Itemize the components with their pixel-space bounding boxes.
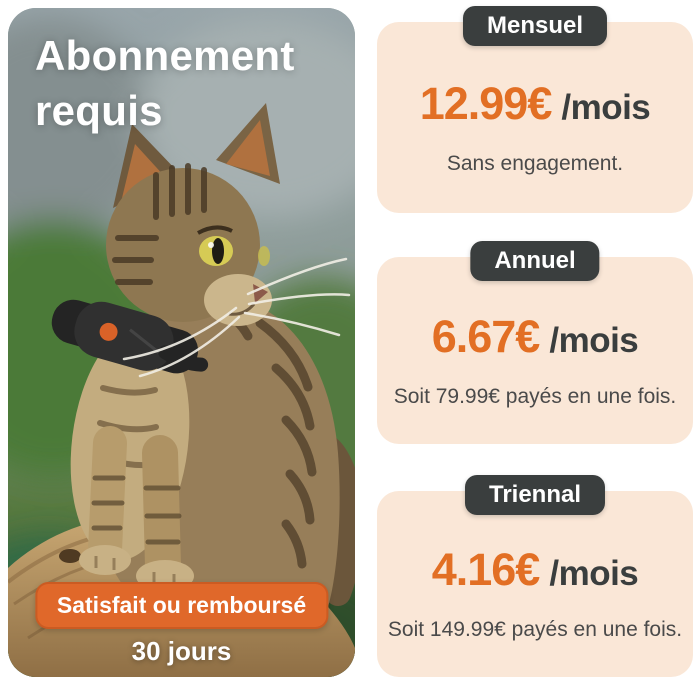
plan-card-mensuel[interactable]: Mensuel 12.99€ /mois Sans engagement.	[377, 6, 693, 213]
plan-price-suffix: /mois	[549, 554, 639, 593]
guarantee-button[interactable]: Satisfait ou remboursé	[34, 582, 329, 629]
plan-price-suffix: /mois	[549, 320, 639, 360]
plan-price: 4.16€	[431, 544, 541, 595]
plan-note: Soit 149.99€ payés en une fois.	[387, 618, 683, 641]
plan-price-suffix: /mois	[561, 87, 651, 127]
price-row: 4.16€ /mois	[432, 544, 639, 596]
guarantee-duration-label: 30 jours	[131, 636, 232, 666]
page-title: Abonnement requis	[35, 32, 295, 135]
plan-badge: Mensuel	[462, 6, 608, 46]
plan-card-triennal[interactable]: Triennal 4.16€ /mois Soit 149.99€ payés …	[377, 475, 693, 677]
plan-price: 6.67€	[431, 310, 541, 362]
cat-photo-illustration	[8, 8, 355, 677]
plan-price: 12.99€	[419, 77, 553, 129]
plan-badge: Triennal	[464, 475, 606, 515]
plan-card-annuel[interactable]: Annuel 6.67€ /mois Soit 79.99€ payés en …	[377, 241, 693, 444]
plan-badge: Annuel	[470, 241, 600, 281]
plan-note: Sans engagement.	[446, 151, 624, 175]
subscription-photo-panel: Abonnement requis Satisfait ou remboursé…	[8, 8, 355, 677]
price-row: 12.99€ /mois	[420, 78, 651, 130]
price-row: 6.67€ /mois	[432, 311, 639, 363]
plan-note: Soit 79.99€ payés en une fois.	[393, 384, 677, 408]
